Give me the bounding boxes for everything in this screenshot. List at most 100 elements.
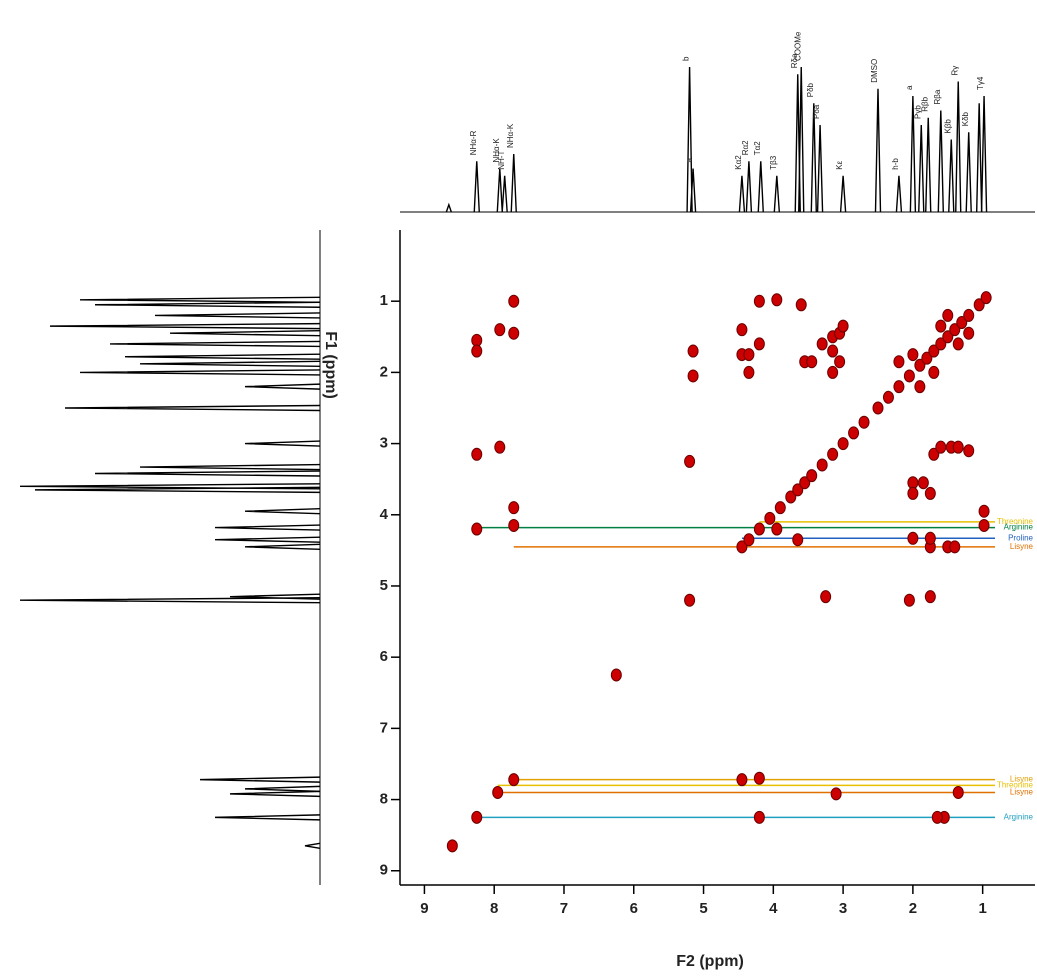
left-spectrum-peak: [244, 543, 321, 551]
peak-label: h-b: [891, 158, 900, 170]
top-spectrum-peak: [510, 153, 517, 213]
x-tick-label: 6: [630, 900, 638, 917]
x-tick-label: 7: [560, 900, 568, 917]
cross-peak: [921, 351, 933, 365]
cross-peak: [736, 540, 748, 554]
left-spectrum-peak: [214, 814, 321, 821]
left-spectrum-peak: [214, 536, 321, 543]
cross-peak: [494, 323, 506, 337]
peak-label: Kβb: [943, 119, 952, 134]
top-spectrum-peak: [980, 95, 988, 213]
left-spectrum-peak: [19, 597, 321, 604]
top-spectrum-peak: [686, 66, 693, 213]
cross-peak: [508, 501, 520, 515]
peak-label: NHα-R: [469, 130, 478, 155]
peak-label: NH-T: [497, 151, 506, 170]
peak-label: Pδa: [812, 104, 821, 119]
cross-peak: [508, 326, 520, 340]
cross-peak: [942, 308, 954, 322]
left-spectrum-peak: [139, 360, 321, 368]
cross-peak: [743, 348, 755, 362]
y-tick-label: 8: [380, 791, 388, 808]
left-spectrum-peak: [244, 440, 321, 447]
y-axis-label: F1 (ppm): [322, 331, 339, 399]
y-tick-label: 5: [380, 577, 388, 594]
left-spectrum-peak: [154, 312, 321, 319]
left-spectrum-peak: [109, 340, 321, 348]
cross-peak: [952, 440, 964, 454]
guide-label: Threonine: [997, 780, 1034, 789]
cross-peak: [830, 787, 842, 801]
left-spectrum-peak: [244, 383, 321, 390]
cross-peak: [928, 365, 940, 379]
x-tick-label: 9: [420, 900, 428, 917]
y-tick-label: 4: [380, 506, 389, 523]
top-spectrum-peak: [816, 124, 824, 213]
top-spectrum-peak: [501, 175, 508, 213]
cross-peak: [687, 344, 699, 358]
cross-peak: [978, 518, 990, 532]
left-spectrum-peak: [229, 790, 321, 798]
top-spectrum-peak: [925, 117, 932, 213]
cross-peak: [736, 773, 748, 787]
cross-peak: [753, 337, 765, 351]
top-spectrum-peak: [895, 175, 903, 213]
y-tick-label: 3: [380, 435, 388, 452]
peak-label: a: [905, 85, 914, 90]
peak-label: Tα2: [753, 141, 762, 156]
cross-peak: [771, 293, 783, 307]
cross-peak: [949, 540, 961, 554]
cross-peak: [827, 447, 839, 461]
top-spectrum-peak: [948, 139, 955, 213]
left-spectrum-peak: [214, 524, 321, 531]
top-spectrum-peak: [909, 95, 917, 213]
cross-peak: [792, 483, 804, 497]
cross-peak: [795, 298, 807, 312]
cross-peak: [858, 415, 870, 429]
left-spectrum-peak: [49, 322, 321, 330]
cross-peak: [907, 348, 919, 362]
cross-peak: [827, 365, 839, 379]
x-tick-label: 4: [769, 900, 778, 917]
cross-peak: [952, 785, 964, 799]
peak-label: Kδb: [961, 111, 970, 126]
cross-peak: [774, 501, 786, 515]
y-tick-label: 9: [380, 862, 388, 879]
peak-label: COOMe: [793, 31, 802, 61]
cross-peak: [907, 486, 919, 500]
cross-peak: [903, 593, 915, 607]
cross-peak: [935, 319, 947, 333]
top-spectrum-peak: [445, 202, 453, 213]
guide-label: Proline: [1008, 533, 1033, 542]
cross-peak: [903, 369, 915, 383]
cross-peak: [827, 344, 839, 358]
cross-peak: [963, 326, 975, 340]
left-spectrum-peak: [94, 301, 321, 308]
x-tick-label: 2: [909, 900, 917, 917]
left-spectrum-peak: [139, 463, 321, 471]
cross-peak: [956, 316, 968, 330]
left-spectrum-peak: [64, 404, 321, 412]
cross-peak: [785, 490, 797, 504]
cross-peak: [771, 522, 783, 536]
top-spectrum-peak: [965, 132, 972, 213]
left-spectrum-peak: [244, 508, 321, 515]
top-spectrum-peak: [689, 168, 697, 213]
cross-peak: [837, 319, 849, 333]
cross-peak: [973, 298, 985, 312]
cross-peak: [872, 401, 884, 415]
top-spectrum-peak: [496, 168, 503, 213]
guide-label: Lisyne: [1010, 788, 1034, 797]
peak-label: Rβb: [920, 96, 929, 111]
cross-peak: [687, 369, 699, 383]
peak-label: Rβa: [933, 89, 942, 104]
top-spectrum-peak: [918, 124, 925, 213]
left-spectrum-peak: [94, 470, 321, 477]
guide-label: Arginine: [1004, 523, 1034, 532]
cross-peak: [816, 458, 828, 472]
peak-label: a: [685, 158, 694, 163]
cross-peak: [610, 668, 622, 682]
cross-peak: [743, 533, 755, 547]
top-spectrum-peak: [937, 110, 944, 213]
